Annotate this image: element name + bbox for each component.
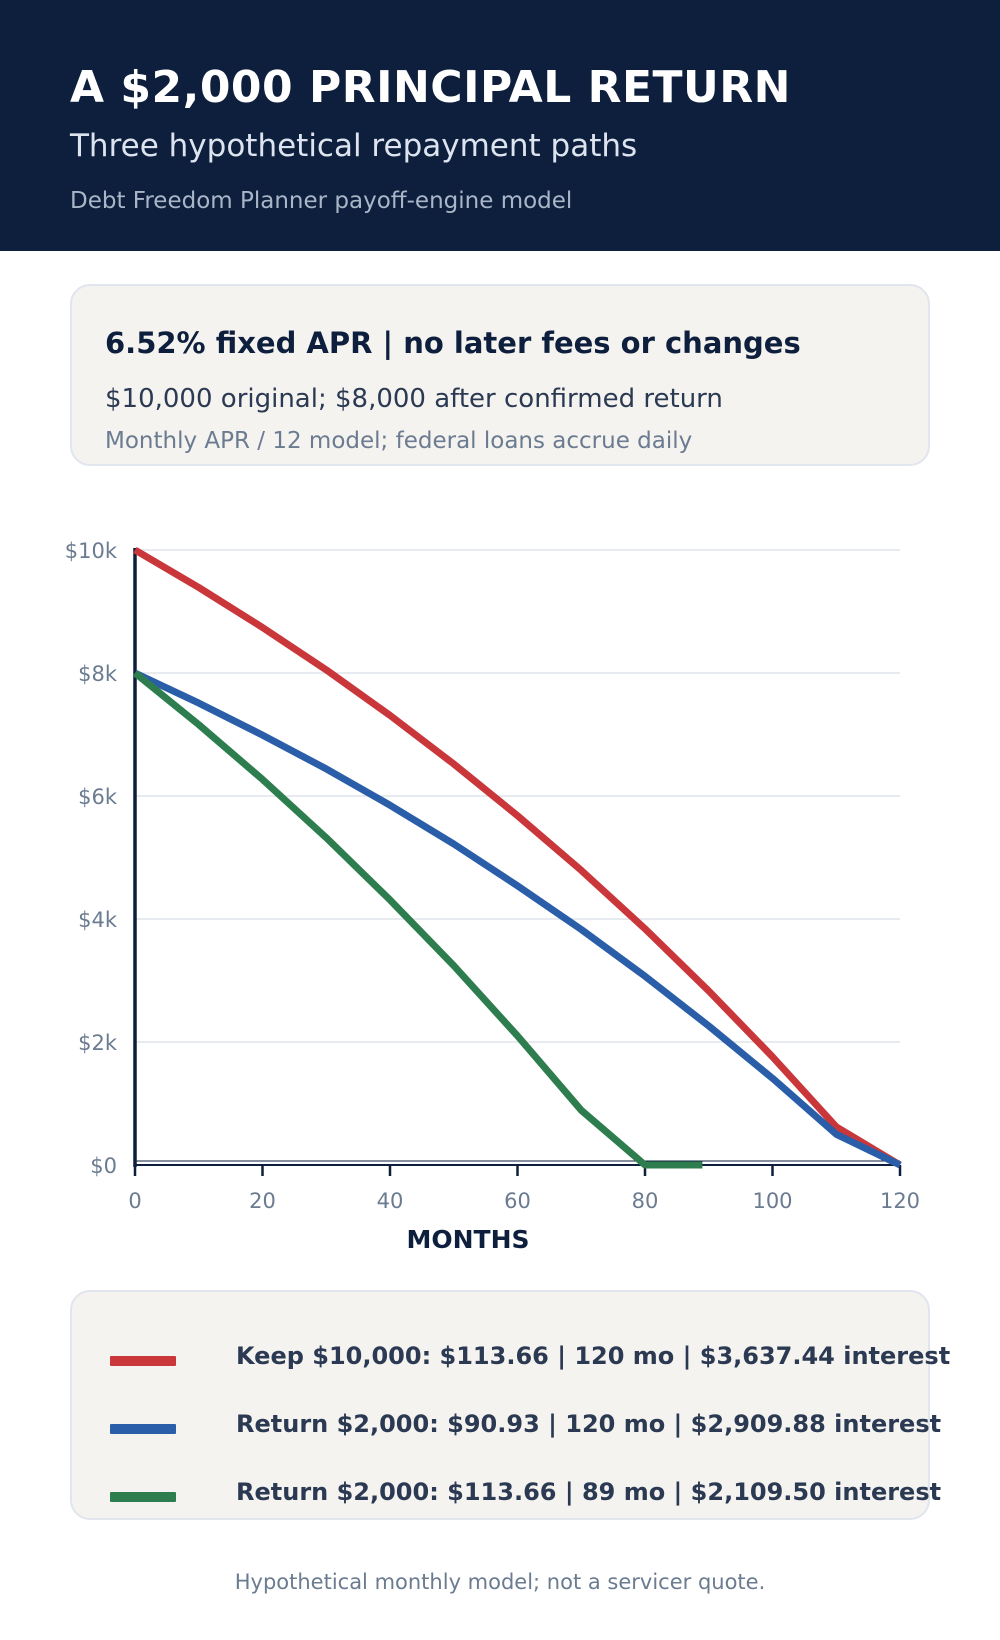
- legend-swatch-red: [110, 1356, 176, 1366]
- y-tick-label: $4k: [78, 908, 118, 932]
- balance-chart: $0 $2k $4k $6k $8k $10k 0 20 40 60 80 100 120 MONTHS: [65, 539, 920, 1254]
- header-banner: A $2,000 PRINCIPAL RETURN Three hypothet…: [0, 0, 1000, 251]
- assumptions-card: 6.52% fixed APR | no later fees or chang…: [70, 284, 930, 466]
- series-line-return-lower-payment: [133, 669, 902, 1169]
- legend-item-return-lower-payment: Return $2,000: $90.93 | 120 mo | $2,909.…: [110, 1410, 941, 1446]
- legend-swatch-blue: [110, 1424, 176, 1434]
- legend-swatch-green: [110, 1492, 176, 1502]
- y-tick-label: $2k: [78, 1031, 118, 1055]
- legend-item-keep: Keep $10,000: $113.66 | 120 mo | $3,637.…: [110, 1342, 950, 1378]
- y-tick-label: $0: [90, 1154, 117, 1178]
- x-tick-label: 100: [752, 1189, 792, 1213]
- page-title: A $2,000 PRINCIPAL RETURN: [70, 62, 791, 113]
- series-line-return-same-payment: [132, 670, 703, 1169]
- x-tick-label: 40: [377, 1189, 404, 1213]
- series-line-keep: [133, 546, 902, 1169]
- y-tick-label: $10k: [65, 539, 118, 563]
- y-tick-label: $8k: [78, 662, 118, 686]
- model-note: Monthly APR / 12 model; federal loans ac…: [105, 428, 693, 454]
- legend-label-return-lower-payment: Return $2,000: $90.93 | 120 mo | $2,909.…: [236, 1410, 942, 1438]
- x-tick-label: 80: [632, 1189, 659, 1213]
- footer-disclaimer: Hypothetical monthly model; not a servic…: [234, 1570, 766, 1594]
- balance-summary: $10,000 original; $8,000 after confirmed…: [105, 384, 723, 414]
- x-tick-label: 60: [504, 1189, 531, 1213]
- apr-summary: 6.52% fixed APR | no later fees or chang…: [105, 326, 801, 360]
- legend-item-return-same-payment: Return $2,000: $113.66 | 89 mo | $2,109.…: [110, 1478, 941, 1514]
- y-tick-label: $6k: [78, 785, 118, 809]
- page-note: Debt Freedom Planner payoff-engine model: [70, 188, 573, 214]
- x-tick-label: 0: [128, 1189, 141, 1213]
- x-axis-label: MONTHS: [406, 1225, 529, 1254]
- x-tick-label: 20: [249, 1189, 276, 1213]
- legend-label-return-same-payment: Return $2,000: $113.66 | 89 mo | $2,109.…: [236, 1478, 942, 1506]
- legend-card: Keep $10,000: $113.66 | 120 mo | $3,637.…: [70, 1290, 950, 1520]
- x-tick-label: 120: [880, 1189, 920, 1213]
- legend-label-keep: Keep $10,000: $113.66 | 120 mo | $3,637.…: [236, 1342, 951, 1370]
- page-subtitle: Three hypothetical repayment paths: [70, 128, 638, 164]
